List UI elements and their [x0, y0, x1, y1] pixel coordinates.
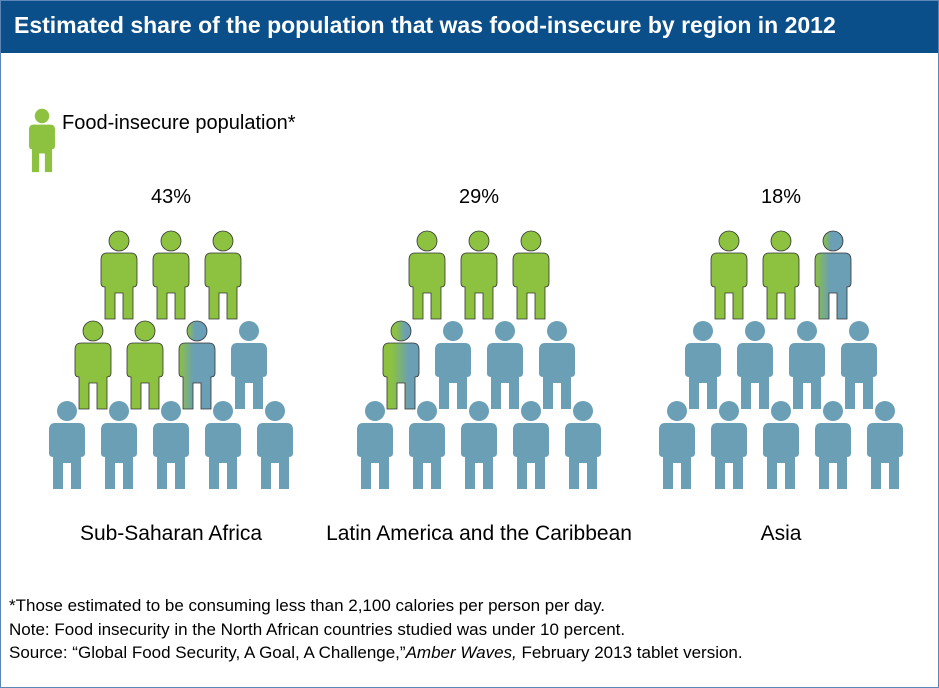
value-label: 43%: [151, 186, 191, 208]
person-icon: [487, 321, 523, 409]
value-label: 18%: [761, 186, 801, 208]
legend: Food-insecure population*: [29, 108, 296, 173]
person-icon: [460, 230, 498, 320]
person-icon: [408, 230, 446, 320]
legend-label: Food-insecure population*: [62, 112, 296, 134]
person-icon: [512, 230, 550, 320]
person-icon: [762, 230, 800, 320]
person-icon: [49, 401, 85, 489]
person-icon: [178, 320, 216, 410]
person-icon: [153, 401, 189, 489]
category-label: Asia: [761, 522, 802, 545]
person-icon: [204, 230, 242, 320]
pictogram-chart: Food-insecure population* 43% Sub-Saharan…: [29, 108, 903, 545]
region-0: 43% Sub-Saharan Africa: [49, 186, 293, 545]
regions: 43% Sub-Saharan Africa 29% Latin America an…: [49, 186, 903, 545]
source-publication: Amber Waves,: [405, 643, 517, 662]
person-icon: [710, 230, 748, 320]
footnote-note: Note: Food insecurity in the North Afric…: [9, 619, 626, 639]
person-icon: [257, 401, 293, 489]
person-icon: [126, 320, 164, 410]
person-icon: [74, 320, 112, 410]
person-icon: [737, 321, 773, 409]
person-icon: [100, 230, 138, 320]
title-bar: Estimated share of the population that w…: [1, 1, 938, 53]
category-label: Sub-Saharan Africa: [80, 522, 262, 545]
person-icon: [841, 321, 877, 409]
person-icon: [513, 401, 549, 489]
person-icon: [409, 401, 445, 489]
person-icon: [205, 401, 241, 489]
region-1: 29% Latin America and the Caribbean: [326, 186, 632, 545]
person-icon: [101, 401, 137, 489]
footnote-source: Source: “Global Food Security, A Goal, A…: [9, 641, 743, 665]
person-icon: [382, 320, 420, 410]
value-label: 29%: [459, 186, 499, 208]
person-icon: [152, 230, 190, 320]
person-icon: [815, 401, 851, 489]
footnotes: *Those estimated to be consuming less th…: [9, 594, 743, 665]
person-icon: [814, 230, 852, 320]
person-icon: [763, 401, 799, 489]
person-icon: [789, 321, 825, 409]
person-icon: [539, 321, 575, 409]
person-icon: [461, 401, 497, 489]
region-2: 18% Asia: [659, 186, 903, 545]
source-prefix: Source: “Global Food Security, A Goal, A…: [9, 643, 406, 662]
source-suffix: February 2013 tablet version.: [516, 643, 743, 662]
category-label: Latin America and the Caribbean: [326, 522, 632, 545]
person-icon: [565, 401, 601, 489]
person-icon: [435, 321, 471, 409]
person-icon: [867, 401, 903, 489]
chart-title: Estimated share of the population that w…: [14, 12, 836, 38]
person-icon: [685, 321, 721, 409]
person-icon: [231, 321, 267, 409]
person-icon: [357, 401, 393, 489]
legend-person-icon: [29, 108, 55, 173]
footnote-asterisk: *Those estimated to be consuming less th…: [9, 596, 605, 615]
person-icon: [659, 401, 695, 489]
person-icon: [711, 401, 747, 489]
